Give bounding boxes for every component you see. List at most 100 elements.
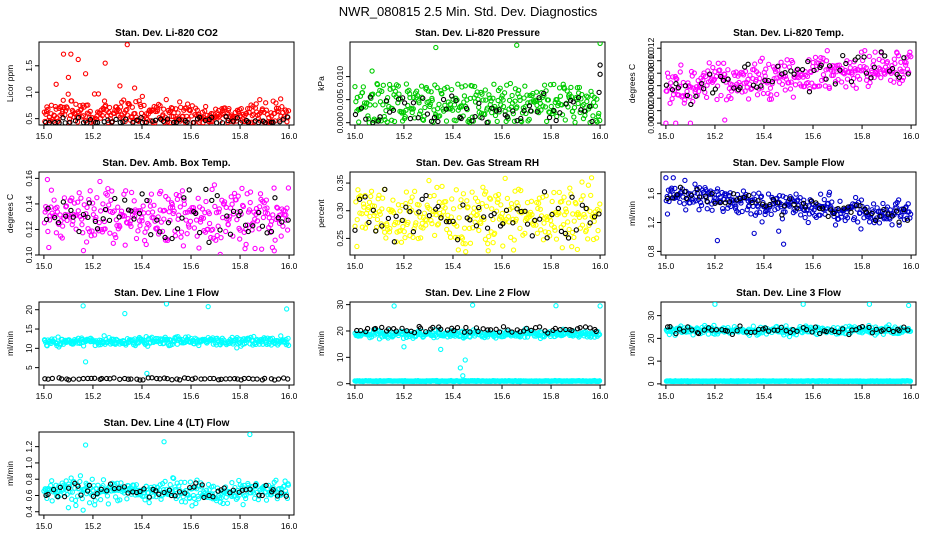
data-point xyxy=(429,97,435,103)
data-point xyxy=(418,108,424,114)
data-point xyxy=(89,200,96,206)
data-point xyxy=(585,94,591,100)
data-point xyxy=(838,79,845,85)
data-point xyxy=(376,192,382,198)
data-point xyxy=(676,326,683,332)
data-point xyxy=(380,82,386,88)
data-point xyxy=(193,480,199,486)
data-point xyxy=(884,59,891,65)
x-tick-label: 16.0 xyxy=(592,261,609,271)
data-point xyxy=(285,185,292,191)
data-point xyxy=(574,85,581,91)
data-point xyxy=(778,59,784,65)
x-tick-label: 15.0 xyxy=(36,131,53,141)
data-point xyxy=(792,82,799,88)
data-point xyxy=(689,327,695,333)
data-point xyxy=(403,107,409,113)
data-point xyxy=(479,200,485,207)
data-point xyxy=(707,71,713,77)
data-point xyxy=(552,325,558,332)
data-point xyxy=(854,206,860,212)
data-point xyxy=(460,240,466,247)
data-point xyxy=(101,218,108,225)
data-point xyxy=(278,490,284,496)
data-point xyxy=(904,217,911,223)
data-point xyxy=(128,208,134,214)
data-point xyxy=(762,325,769,331)
plot-frame xyxy=(660,301,917,386)
data-point xyxy=(556,210,562,216)
data-point xyxy=(852,57,858,63)
data-point xyxy=(545,330,551,336)
data-point xyxy=(579,202,585,208)
data-point xyxy=(573,201,579,207)
data-point xyxy=(278,96,284,102)
data-point xyxy=(730,70,737,76)
data-point xyxy=(846,331,852,338)
data-point xyxy=(161,216,167,222)
data-point xyxy=(403,204,409,210)
data-point xyxy=(279,104,285,110)
data-point xyxy=(440,96,447,103)
data-point xyxy=(202,376,208,382)
data-point xyxy=(92,502,98,508)
data-point xyxy=(117,119,123,125)
data-point xyxy=(462,241,468,247)
x-tick-label: 16.0 xyxy=(592,131,609,141)
data-point xyxy=(133,482,140,488)
data-point xyxy=(403,200,409,207)
data-point xyxy=(149,375,155,381)
data-point xyxy=(571,104,578,111)
data-point xyxy=(354,94,360,101)
data-point xyxy=(718,92,724,99)
x-tick-label: 15.6 xyxy=(805,131,822,141)
data-point xyxy=(518,187,524,194)
x-tick-label: 15.6 xyxy=(805,391,822,401)
data-point xyxy=(372,102,378,108)
data-point xyxy=(90,493,97,499)
data-point xyxy=(140,203,146,209)
data-point xyxy=(133,489,140,496)
data-point xyxy=(134,117,140,123)
data-point xyxy=(92,375,98,381)
data-point xyxy=(713,327,720,333)
data-point xyxy=(691,70,697,76)
data-point xyxy=(737,82,744,89)
data-point xyxy=(877,66,883,72)
data-point xyxy=(467,329,473,335)
data-point xyxy=(387,86,393,92)
data-point xyxy=(420,95,426,101)
data-point xyxy=(847,65,853,71)
data-point xyxy=(67,119,73,125)
data-point xyxy=(107,481,114,487)
data-point xyxy=(249,112,255,119)
data-point xyxy=(581,101,587,108)
data-point xyxy=(524,92,530,98)
data-point xyxy=(192,375,198,381)
data-point xyxy=(884,216,890,222)
data-point xyxy=(891,79,897,85)
data-point xyxy=(75,56,81,63)
data-point xyxy=(705,331,712,337)
data-point xyxy=(454,324,461,331)
data-point xyxy=(469,83,475,89)
data-point xyxy=(473,92,479,98)
data-point xyxy=(896,328,902,334)
data-point xyxy=(229,201,235,207)
data-point xyxy=(416,100,422,106)
data-point xyxy=(460,202,466,208)
data-point xyxy=(446,230,453,236)
data-point xyxy=(379,195,386,201)
x-tick-label: 16.0 xyxy=(281,521,298,531)
data-point xyxy=(807,86,813,92)
data-point xyxy=(694,186,700,193)
data-point xyxy=(250,376,256,382)
data-point xyxy=(493,108,500,114)
data-point xyxy=(521,108,527,114)
data-point xyxy=(532,217,538,223)
data-point xyxy=(367,94,373,100)
data-point xyxy=(819,205,826,211)
data-point xyxy=(710,90,716,96)
data-point xyxy=(56,120,62,125)
data-point xyxy=(575,94,582,101)
